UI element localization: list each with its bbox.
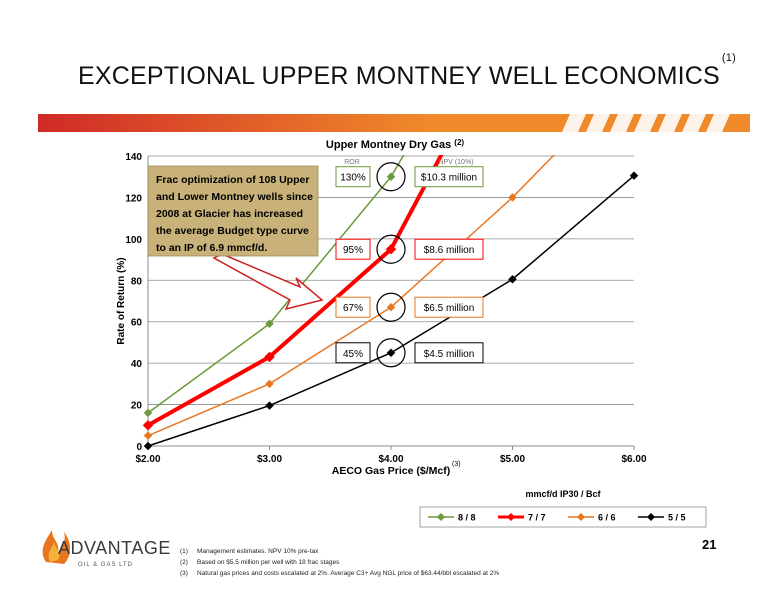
y-axis-title: Rate of Return (%) <box>116 257 127 344</box>
npv-value: $8.6 million <box>424 245 475 256</box>
data-point <box>508 274 517 284</box>
x-tick-label: $5.00 <box>500 454 525 465</box>
footnote-3-num: (3) <box>180 570 188 577</box>
ror-box <box>335 238 371 260</box>
callout-box <box>147 165 319 257</box>
series-line-77 <box>147 155 444 428</box>
data-point <box>508 193 517 202</box>
highlight-circle <box>376 234 406 264</box>
legend-label: 5 / 5 <box>668 513 686 523</box>
y-tick-label: 140 <box>125 152 142 163</box>
data-point <box>386 172 396 182</box>
chart-title-text: Upper Montney Dry Gas <box>326 139 451 151</box>
ror-box <box>335 166 371 188</box>
x-axis-title-footnote: (3) <box>452 461 461 468</box>
ror-value: 95% <box>343 245 363 256</box>
advantage-logo <box>42 530 70 564</box>
chart-title-footnote: (2) <box>454 138 464 147</box>
highlight-circle <box>376 338 406 368</box>
callout-text-line: and Lower Montney wells since <box>156 191 313 203</box>
footnote-3: (3) Natural gas prices and costs escalate… <box>180 568 499 579</box>
data-point <box>629 171 639 181</box>
npv-column-header: NPV (10%) <box>438 159 473 166</box>
npv-value: $10.3 million <box>421 173 477 184</box>
slide-title-text: EXCEPTIONAL UPPER MONTNEY WELL ECONOMICS <box>78 62 720 90</box>
legend-label: 7 / 7 <box>528 513 546 523</box>
y-tick-label: 60 <box>131 318 143 329</box>
x-tick-label: $6.00 <box>621 454 646 465</box>
callout-text-line: to an IP of 6.9 mmcf/d. <box>156 242 267 254</box>
npv-box <box>414 296 484 318</box>
ror-box <box>335 296 371 318</box>
data-point <box>265 401 274 410</box>
footnote-1-num: (1) <box>180 548 188 555</box>
data-point <box>385 243 397 255</box>
legend-title: mmcf/d IP30 / Bcf <box>525 489 601 499</box>
x-tick-label: $3.00 <box>257 454 282 465</box>
legend-swatch-marker <box>577 513 585 521</box>
footnote-2: (2) Based on $5.5 million per well with 1… <box>180 557 499 568</box>
npv-value: $4.5 million <box>424 349 475 360</box>
data-point <box>386 302 396 312</box>
npv-box <box>414 342 484 364</box>
y-tick-label: 0 <box>136 442 142 453</box>
data-point <box>142 419 154 431</box>
footnote-2-text: Based on $5.5 million per well with 18 f… <box>197 559 340 566</box>
y-tick-label: 20 <box>131 401 143 412</box>
ror-value: 67% <box>343 303 363 314</box>
y-tick-label: 120 <box>125 193 142 204</box>
legend-swatch-marker <box>507 513 515 521</box>
callout-arrow <box>212 253 324 311</box>
legend-box <box>419 506 707 528</box>
data-point <box>264 351 275 363</box>
footnote-3-text: Natural gas prices and costs escalated a… <box>197 570 500 577</box>
npv-box <box>414 166 484 188</box>
x-axis-title: AECO Gas Price ($/Mcf) <box>332 465 450 477</box>
ror-column-header: ROR <box>344 159 360 166</box>
logo-wordmark: ADVANTAGE <box>58 538 171 558</box>
highlight-circle <box>376 162 406 192</box>
logo-subtitle: OIL & GAS LTD <box>78 562 134 568</box>
npv-value: $6.5 million <box>424 303 475 314</box>
series-line-88 <box>147 155 405 414</box>
legend-swatch-marker <box>437 513 445 521</box>
data-point <box>265 319 274 329</box>
callout-text-line: 2008 at Glacier has increased <box>156 208 303 220</box>
page-number: 21 <box>702 537 717 552</box>
y-tick-label: 40 <box>131 359 143 370</box>
data-point <box>143 431 153 440</box>
chart-title: Upper Montney Dry Gas (2) <box>326 138 464 151</box>
npv-box <box>414 238 484 260</box>
data-point <box>265 379 274 389</box>
ror-box <box>335 342 371 364</box>
ror-value: 45% <box>343 349 363 360</box>
title-banner <box>38 114 750 132</box>
slide-title-footnote-mark: (1) <box>721 51 736 64</box>
slide-title: EXCEPTIONAL UPPER MONTNEY WELL ECONOMICS… <box>78 52 736 91</box>
footnote-1: (1) Management estimates. NPV 10% pre-tax <box>180 546 499 557</box>
highlight-circle <box>376 292 406 322</box>
data-point <box>143 408 153 418</box>
callout-text-line: Frac optimization of 108 Upper <box>156 174 309 186</box>
legend-label: 8 / 8 <box>458 513 476 523</box>
footnote-1-text: Management estimates. NPV 10% pre-tax <box>197 548 319 555</box>
legend-swatch-marker <box>647 513 655 521</box>
x-tick-label: $4.00 <box>378 454 403 465</box>
ror-value: 130% <box>340 173 366 184</box>
footnote-2-num: (2) <box>180 559 188 566</box>
footnotes: (1) Management estimates. NPV 10% pre-tax… <box>180 546 499 579</box>
y-tick-label: 80 <box>131 276 143 287</box>
data-point <box>143 441 153 451</box>
data-point <box>386 348 396 358</box>
y-tick-label: 100 <box>125 235 142 246</box>
callout-text-line: the average Budget type curve <box>156 225 309 237</box>
x-tick-label: $2.00 <box>135 454 160 465</box>
legend-label: 6 / 6 <box>598 513 616 523</box>
